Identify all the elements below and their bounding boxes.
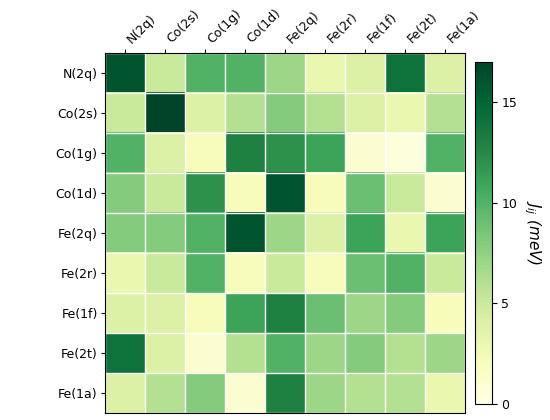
Y-axis label: $J_{ij}$ (meV): $J_{ij}$ (meV) (522, 200, 542, 265)
